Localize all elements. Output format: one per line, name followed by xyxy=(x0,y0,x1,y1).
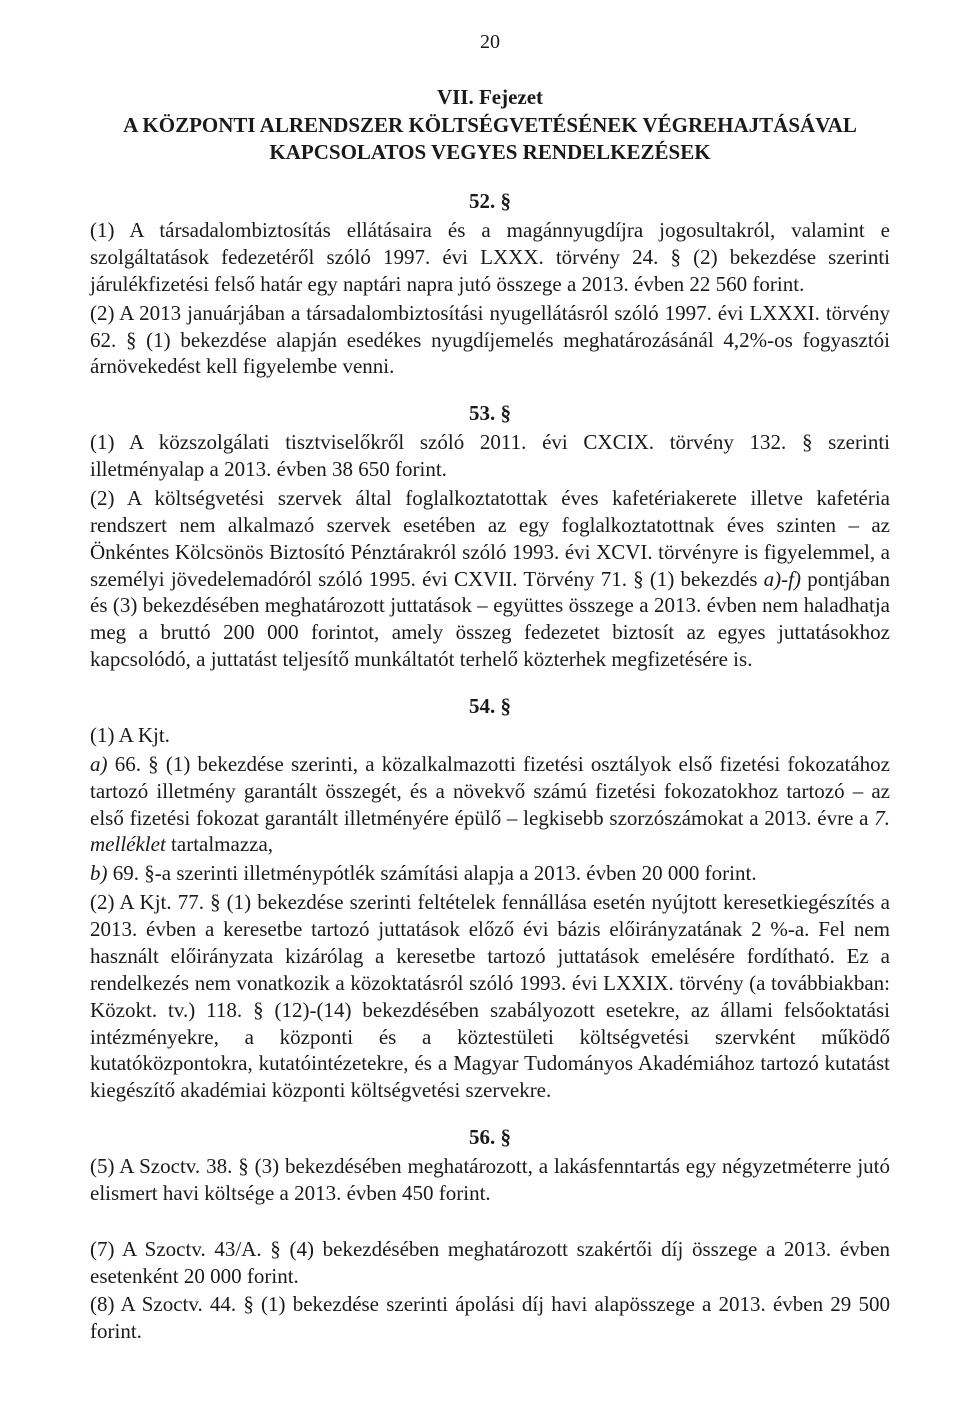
section-52-p1: (1) A társadalombiztosítás ellátásaira é… xyxy=(90,217,890,298)
section-52-number: 52. § xyxy=(90,188,890,215)
section-53-body: (1) A közszolgálati tisztviselőkről szól… xyxy=(90,429,890,673)
section-54-p1b-label: b) xyxy=(90,861,108,885)
section-54-p1a: a) 66. § (1) bekezdése szerinti, a közal… xyxy=(90,751,890,859)
section-54-p1-lead: (1) A Kjt. xyxy=(90,722,890,749)
section-56-body: (5) A Szoctv. 38. § (3) bekezdésében meg… xyxy=(90,1153,890,1345)
section-56-p5: (5) A Szoctv. 38. § (3) bekezdésében meg… xyxy=(90,1153,890,1207)
section-56-number: 56. § xyxy=(90,1124,890,1151)
section-54-p2: (2) A Kjt. 77. § (1) bekezdése szerinti … xyxy=(90,889,890,1104)
section-54-p1b-text: 69. §-a szerinti illetménypótlék számítá… xyxy=(108,861,757,885)
chapter-title: A KÖZPONTI ALRENDSZER KÖLTSÉGVETÉSÉNEK V… xyxy=(90,112,890,166)
section-54-p1b: b) 69. §-a szerinti illetménypótlék szám… xyxy=(90,860,890,887)
page-number: 20 xyxy=(90,30,890,56)
section-54-body: (1) A Kjt. a) 66. § (1) bekezdése szerin… xyxy=(90,722,890,1104)
section-54-p1a-tail: tartalmazza, xyxy=(166,832,273,856)
section-52-p2: (2) A 2013 januárjában a társadalombizto… xyxy=(90,300,890,381)
section-53-p2-italic: a)-f) xyxy=(764,567,801,591)
section-54-number: 54. § xyxy=(90,693,890,720)
section-53-p1: (1) A közszolgálati tisztviselőkről szól… xyxy=(90,429,890,483)
chapter-heading: VII. Fejezet xyxy=(90,84,890,111)
document-page: 20 VII. Fejezet A KÖZPONTI ALRENDSZER KÖ… xyxy=(0,0,960,1428)
section-52-body: (1) A társadalombiztosítás ellátásaira é… xyxy=(90,217,890,380)
section-53-p2: (2) A költségvetési szervek által foglal… xyxy=(90,485,890,673)
section-56-p8: (8) A Szoctv. 44. § (1) bekezdése szerin… xyxy=(90,1291,890,1345)
section-53-number: 53. § xyxy=(90,400,890,427)
section-54-p1a-label: a) xyxy=(90,752,108,776)
section-56-p7: (7) A Szoctv. 43/A. § (4) bekezdésében m… xyxy=(90,1236,890,1290)
section-54-p1a-text: 66. § (1) bekezdése szerinti, a közalkal… xyxy=(90,752,890,830)
